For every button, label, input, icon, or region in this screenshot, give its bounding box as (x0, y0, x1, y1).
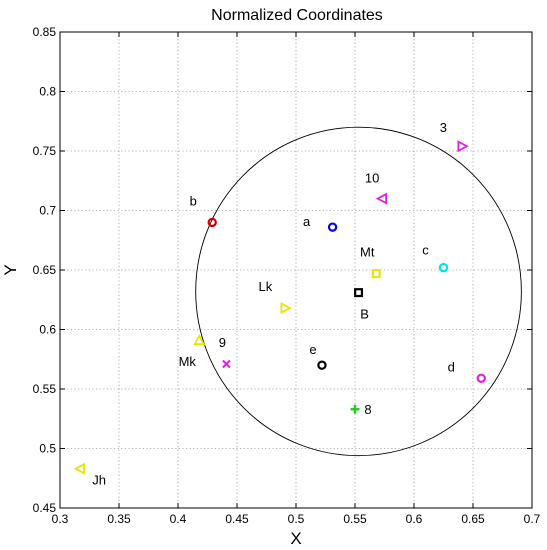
grid (60, 32, 532, 508)
x-axis-title: X (290, 529, 301, 548)
point-mk: Mk (179, 333, 206, 369)
point-label: B (360, 307, 369, 322)
axis-ticks: 0.3 0.35 0.4 0.45 0.5 0.55 0.6 0.65 0.7 0.45 0.5 0.… (33, 25, 541, 526)
point-label: a (303, 214, 311, 229)
x-tick-label: 0.5 (288, 512, 305, 526)
x-tick-label: 0.7 (524, 512, 541, 526)
y-tick-label: 0.5 (39, 442, 56, 456)
triangle-left-marker (375, 192, 388, 205)
y-tick-label: 0.45 (33, 501, 57, 515)
triangle-up-marker (193, 333, 206, 346)
point-3: 3 (440, 120, 469, 153)
point-label: 9 (219, 335, 226, 350)
point-label: 3 (440, 120, 447, 135)
circle-marker (207, 217, 217, 228)
y-tick-label: 0.65 (33, 263, 57, 277)
triangle-left-marker (73, 462, 85, 475)
point-d: d (448, 359, 486, 383)
triangle-right-marker (280, 302, 292, 315)
boundary-circle (195, 126, 522, 457)
triangle-right-marker (457, 140, 469, 153)
point-b: B (354, 288, 369, 322)
point-8: 8 (350, 402, 372, 417)
x-tick-label: 0.65 (461, 512, 485, 526)
point-b: b (190, 193, 217, 228)
data-points: a b c d e B Mt 3 10 Lk Mk 9 8 Jh (73, 120, 486, 488)
x-marker-stroke (222, 359, 231, 369)
y-tick-label: 0.8 (39, 85, 56, 99)
point-e: e (309, 342, 327, 370)
circle-marker (327, 222, 338, 232)
circle-marker (476, 373, 486, 383)
y-axis-title: Y (1, 264, 20, 275)
x-tick-label: 0.6 (406, 512, 423, 526)
point-label: Mt (360, 245, 375, 260)
y-tick-label: 0.55 (33, 382, 57, 396)
point-jh: Jh (73, 462, 106, 488)
point-label: Lk (259, 279, 273, 294)
y-tick-label: 0.6 (39, 323, 56, 337)
point-label: e (309, 342, 316, 357)
point-label: 10 (365, 171, 379, 186)
x-tick-label: 0.4 (170, 512, 187, 526)
point-label: d (448, 359, 455, 374)
point-label: c (422, 243, 429, 258)
x-tick-label: 0.45 (225, 512, 249, 526)
point-9: 9 (219, 335, 231, 369)
point-label: Mk (179, 354, 197, 369)
circle-marker (438, 262, 449, 273)
point-label: 8 (364, 402, 371, 417)
chart-title: Normalized Coordinates (211, 7, 383, 24)
point-10: 10 (365, 171, 388, 205)
point-a: a (303, 214, 338, 232)
y-tick-label: 0.7 (39, 204, 56, 218)
point-c: c (422, 243, 449, 273)
x-tick-label: 0.55 (343, 512, 367, 526)
point-label: b (190, 193, 197, 208)
y-tick-label: 0.75 (33, 144, 57, 158)
square-marker (354, 288, 364, 298)
x-tick-label: 0.3 (52, 512, 69, 526)
point-mt: Mt (360, 245, 381, 279)
circle-marker (317, 360, 327, 370)
point-lk: Lk (259, 279, 292, 315)
x-tick-label: 0.35 (107, 512, 131, 526)
square-marker (371, 269, 381, 279)
boundary-circle-layer (195, 126, 522, 457)
point-label: Jh (92, 473, 106, 488)
y-tick-label: 0.85 (33, 25, 57, 39)
